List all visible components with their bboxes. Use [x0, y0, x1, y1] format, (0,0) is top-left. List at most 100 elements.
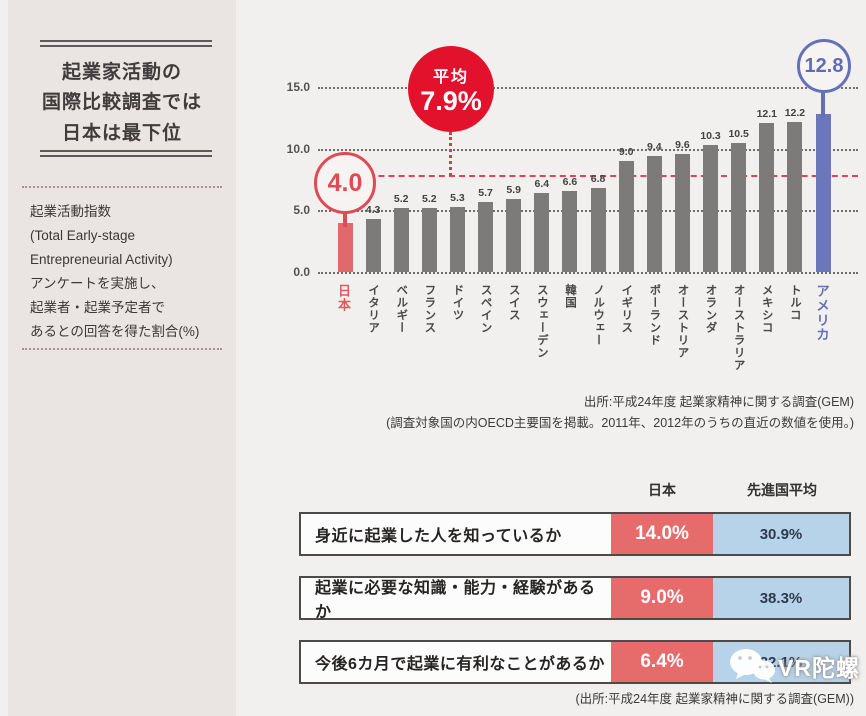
bar: [393, 207, 409, 272]
bar: [449, 206, 465, 272]
x-axis-country-label: メキシコ: [760, 284, 773, 334]
bar: [731, 142, 747, 272]
average-callout-value: 7.9%: [420, 85, 482, 116]
gridline: [318, 210, 858, 213]
table-header: 日本 先進国平均: [299, 480, 851, 500]
y-axis-tick-label: 0.0: [293, 265, 310, 279]
dotted-separator: [22, 186, 222, 188]
bar-value-label: 6.6: [562, 175, 578, 188]
bar: [703, 145, 719, 272]
average-connector-line: [449, 132, 452, 176]
description-line: アンケートを実施し、: [30, 276, 165, 292]
y-axis-tick-label: 10.0: [286, 141, 310, 156]
bar-value-label: 5.2: [422, 192, 437, 205]
bar-value-label: 10.5: [728, 127, 749, 140]
bar: [815, 114, 831, 272]
sidebar-title-line: 起業家活動の: [61, 62, 182, 83]
description-line: 起業活動指数: [30, 204, 111, 219]
x-axis-country-label: スウェーデン: [535, 284, 548, 359]
japan-callout-badge: 4.0: [314, 152, 376, 214]
japan-value-cell: 6.4%: [611, 642, 713, 682]
chart-source-line: 出所:平成24年度 起業家精神に関する調査(GEM): [583, 395, 854, 409]
x-axis-country-label: 韓国: [563, 284, 576, 309]
sidebar-title: 起業家活動の 国際比較調査では 日本は最下位: [8, 58, 236, 149]
x-axis-country-label: ベルギー: [395, 284, 408, 334]
bar: [759, 122, 775, 272]
description-line: (Total Early-stage: [30, 228, 136, 244]
x-axis-country-label: イギリス: [620, 284, 633, 334]
y-axis-tick-label: 5.0: [293, 203, 310, 218]
bar: [618, 161, 634, 272]
average-value-cell: 32.1%: [713, 642, 849, 682]
bar-value-label: 12.2: [784, 106, 806, 119]
dotted-separator: [22, 348, 222, 350]
sidebar-description: 起業活動指数 (Total Early-stage Entrepreneuria…: [30, 200, 226, 344]
watermark: VR陀螺: [726, 646, 860, 686]
gridline: [318, 272, 858, 274]
table-row: 身近に起業した人を知っているか 14.0% 30.9%: [299, 512, 851, 556]
bar-value-label: 6.8: [590, 173, 606, 186]
table-header-average: 先進国平均: [747, 482, 817, 498]
bar: [478, 201, 494, 272]
bar-value-label: 12.1: [756, 107, 778, 120]
chart-source-line: (調査対象国の内OECD主要国を掲載。2011年、2012年のうちの直近の数値を…: [386, 416, 854, 431]
japan-value-cell: 14.0%: [611, 514, 713, 554]
x-axis-country-label: ノルウェー: [592, 284, 605, 347]
bar-value-label: 9.6: [675, 138, 690, 151]
bar: [365, 218, 381, 272]
x-axis-country-label: イタリア: [367, 284, 380, 334]
bar-value-label: 4.3: [365, 203, 381, 216]
bar-value-label: 5.7: [478, 186, 493, 199]
bar-value-label: 10.3: [700, 130, 721, 142]
average-callout-label: 平均: [432, 68, 469, 86]
y-axis-tick-label: 15.0: [286, 80, 310, 95]
table-header-japan: 日本: [648, 482, 676, 498]
table-source-note: (出所:平成24年度 起業家精神に関する調査(GEM)): [575, 692, 854, 706]
x-axis-country-label: ポーランド: [648, 284, 661, 347]
bar: [421, 207, 437, 272]
double-rule-top: [40, 40, 212, 47]
average-reference-line: [318, 174, 858, 177]
description-line: あるとの回答を得た割合(%): [30, 324, 200, 340]
sidebar-title-line: 国際比較調査では: [41, 92, 202, 114]
bar: [337, 222, 353, 272]
bar: [590, 188, 606, 272]
bar-value-label: 9.4: [647, 141, 662, 154]
double-rule-bottom: [40, 150, 212, 157]
table-header-spacer: [299, 480, 611, 500]
question-cell: 身近に起業した人を知っているか: [301, 514, 611, 554]
usa-callout-badge: 12.8: [797, 39, 851, 93]
average-callout-badge: 平均 7.9%: [408, 46, 494, 132]
bar-value-label: 9.0: [618, 146, 634, 159]
x-axis-country-label: オーストリア: [676, 284, 689, 359]
description-line: Entrepreneurial Activity): [30, 252, 173, 268]
sidebar: 起業家活動の 国際比較調査では 日本は最下位 起業活動指数 (Total Ear…: [8, 0, 236, 716]
chat-bubbles-icon: [730, 649, 776, 683]
description-line: 起業者・起業予定者で: [30, 300, 165, 316]
bar: [674, 153, 690, 272]
sidebar-title-line: 日本は最下位: [61, 122, 182, 144]
bar-value-label: 5.9: [506, 184, 522, 197]
x-axis-country-label: 日本: [336, 284, 351, 312]
x-axis-country-label: アメリカ: [814, 284, 830, 342]
bar: [506, 199, 522, 272]
x-axis-country-label: オーストラリア: [732, 284, 745, 372]
gridline: [318, 148, 858, 151]
x-axis-country-label: スペイン: [479, 284, 492, 334]
bar: [787, 121, 803, 272]
usa-callout-stem: [821, 92, 825, 118]
watermark-text: VR陀螺: [778, 655, 860, 681]
table-row: 起業に必要な知識・能力・経験があるか 9.0% 38.3%: [299, 576, 851, 621]
x-axis-country-label: オランダ: [704, 284, 717, 334]
japan-value-cell: 9.0%: [611, 578, 713, 618]
average-value-cell: 38.3%: [713, 578, 849, 618]
question-cell: 起業に必要な知識・能力・経験があるか: [301, 578, 611, 621]
bar-value-label: 5.3: [450, 191, 465, 204]
gridline: [318, 87, 858, 90]
bar-value-label: 6.4: [534, 178, 550, 191]
x-axis-country-label: ドイツ: [451, 284, 464, 322]
japan-callout-stem: [343, 213, 347, 227]
bar: [534, 193, 550, 272]
table-row: 今後6カ月で起業に有利なことがあるか 6.4% 32.1%: [299, 640, 851, 684]
